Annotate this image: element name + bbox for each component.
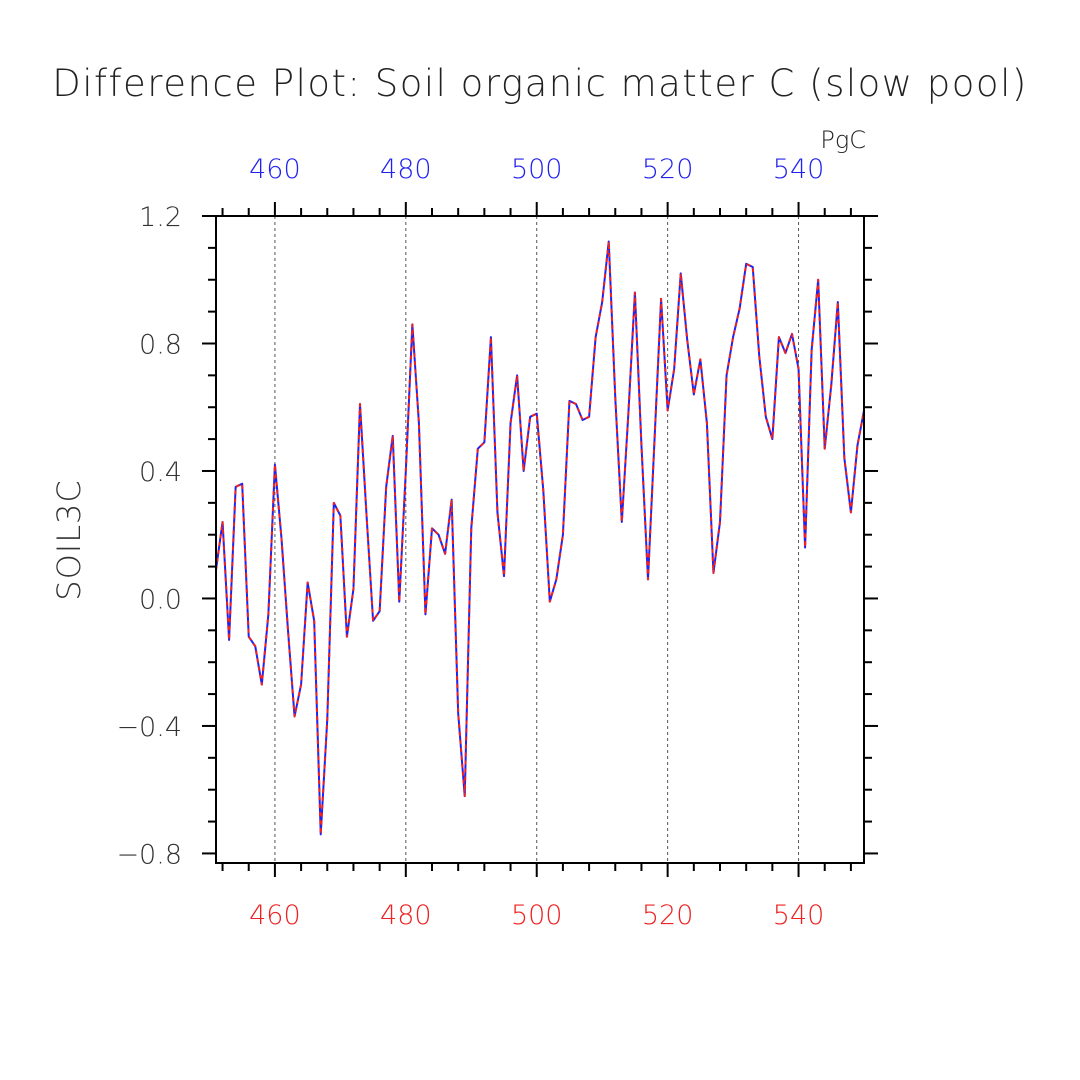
x-tick-label-top: 540 [773, 154, 825, 185]
series-layer [215, 240, 865, 836]
x-tick-label-top: 520 [642, 154, 694, 185]
units-label: PgC [820, 126, 866, 154]
x-tick-label-bottom: 460 [249, 900, 301, 931]
y-tick-label: −0.8 [116, 839, 182, 870]
x-tick-label-top: 460 [249, 154, 301, 185]
plot-frame [215, 215, 865, 864]
series-line-1 [215, 240, 865, 836]
x-tick-label-bottom: 540 [773, 900, 825, 931]
x-tick-label-bottom: 480 [380, 900, 432, 931]
y-tick-label: 1.2 [139, 202, 182, 233]
x-tick-label-top: 480 [380, 154, 432, 185]
x-tick-label-bottom: 500 [511, 900, 563, 931]
y-tick-label: 0.0 [139, 584, 182, 615]
x-tick-label-bottom: 520 [642, 900, 694, 931]
chart-title: Difference Plot: Soil organic matter C (… [52, 62, 1028, 105]
y-tick-label: 0.4 [139, 457, 182, 488]
y-tick-label: 0.8 [139, 329, 182, 360]
labels-layer: −0.8 −0.4 0.0 0.4 0.8 1.2 460 460 480 480 500 500 52… [116, 154, 824, 931]
x-tick-label-top: 500 [511, 154, 563, 185]
axes-layer [202, 202, 878, 877]
y-axis-label: SOIL3C [50, 479, 88, 600]
y-tick-label: −0.4 [116, 712, 182, 743]
